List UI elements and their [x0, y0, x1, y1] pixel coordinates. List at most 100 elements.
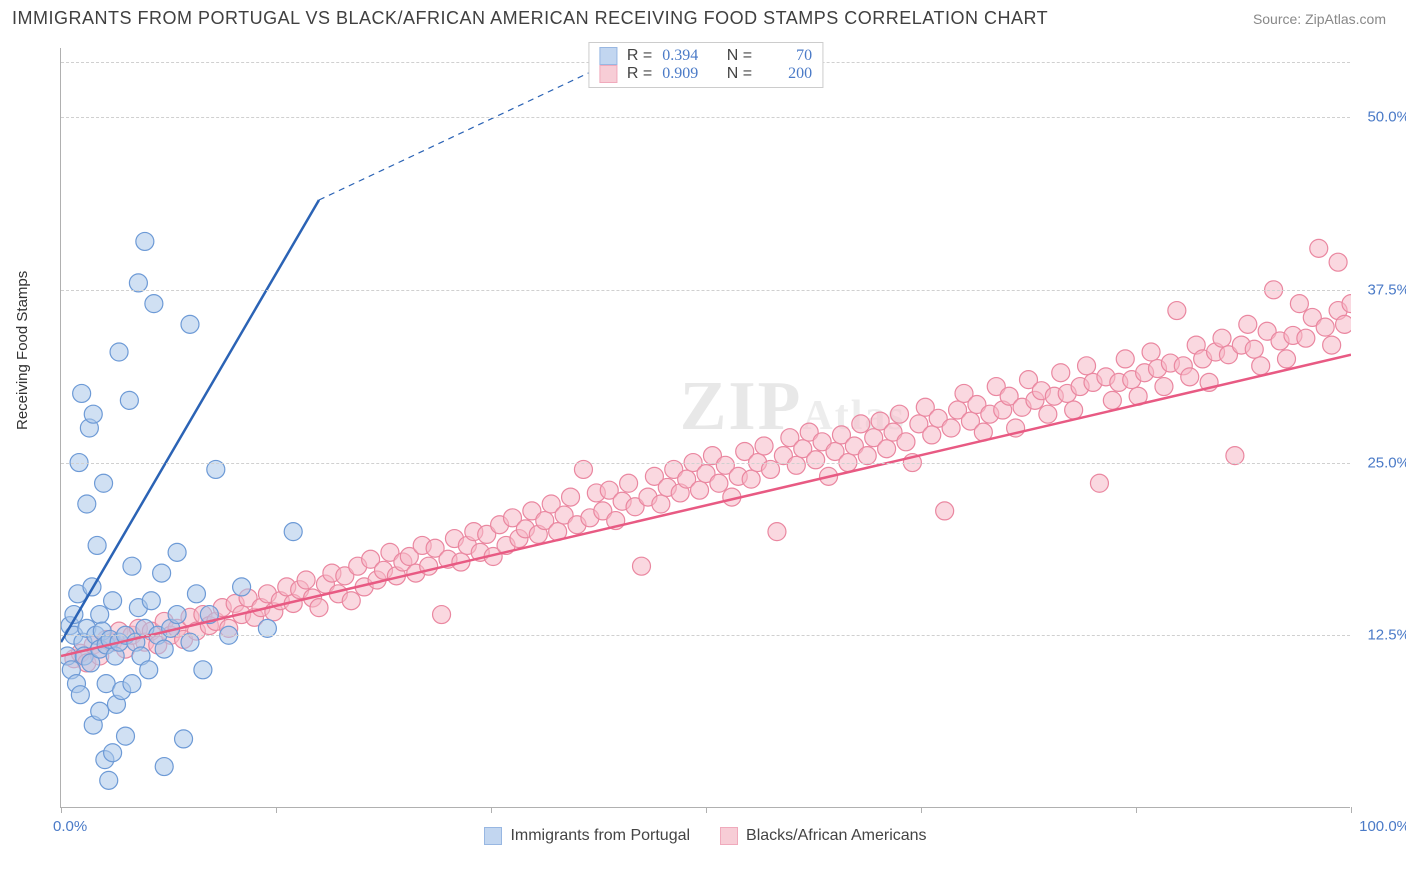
data-point [73, 384, 91, 402]
swatch-icon [720, 827, 738, 845]
data-point [691, 481, 709, 499]
x-tick [921, 807, 922, 813]
data-point [297, 571, 315, 589]
data-point [187, 585, 205, 603]
x-tick [491, 807, 492, 813]
data-point [155, 640, 173, 658]
swatch-icon [484, 827, 502, 845]
data-point [1245, 340, 1263, 358]
data-point [942, 419, 960, 437]
data-point [1278, 350, 1296, 368]
grid-line [61, 635, 1350, 636]
data-point [1142, 343, 1160, 361]
legend-row-portugal: R = 0.394 N = 70 [599, 47, 812, 65]
plot-region: ZIPAtlas R = 0.394 N = 70 R = 0.909 N = … [60, 48, 1350, 808]
data-point [100, 771, 118, 789]
data-point [1310, 239, 1328, 257]
data-point [755, 437, 773, 455]
data-point [936, 502, 954, 520]
y-axis-label: Receiving Food Stamps [14, 271, 31, 430]
data-point [1039, 405, 1057, 423]
data-point [1316, 318, 1334, 336]
legend-label-portugal: Immigrants from Portugal [510, 827, 690, 845]
data-point [78, 495, 96, 513]
data-point [153, 564, 171, 582]
data-point [1155, 378, 1173, 396]
x-tick [706, 807, 707, 813]
data-point [91, 606, 109, 624]
data-point [120, 391, 138, 409]
data-point [891, 405, 909, 423]
x-tick [276, 807, 277, 813]
data-point [145, 295, 163, 313]
data-point [1239, 315, 1257, 333]
data-point [562, 488, 580, 506]
data-point [710, 474, 728, 492]
data-point [1078, 357, 1096, 375]
data-point [175, 730, 193, 748]
data-point [168, 606, 186, 624]
data-point [1329, 253, 1347, 271]
data-point [807, 451, 825, 469]
data-point [168, 543, 186, 561]
data-point [136, 232, 154, 250]
data-point [71, 686, 89, 704]
legend-row-black: R = 0.909 N = 200 [599, 65, 812, 83]
data-point [1336, 315, 1351, 333]
data-point [1090, 474, 1108, 492]
x-axis-max-label: 100.0% [1359, 818, 1406, 835]
chart-area: ZIPAtlas R = 0.394 N = 70 R = 0.909 N = … [60, 48, 1350, 808]
data-point [1297, 329, 1315, 347]
y-tick-label: 12.5% [1355, 627, 1406, 644]
data-point [104, 744, 122, 762]
data-point [1116, 350, 1134, 368]
data-point [923, 426, 941, 444]
correlation-legend: R = 0.394 N = 70 R = 0.909 N = 200 [588, 42, 823, 88]
data-point [310, 599, 328, 617]
grid-line [61, 463, 1350, 464]
grid-line [61, 290, 1350, 291]
n-value-portugal: 70 [762, 47, 812, 65]
legend-label-black: Blacks/African Americans [746, 827, 927, 845]
data-point [123, 675, 141, 693]
data-point [1168, 302, 1186, 320]
data-point [1052, 364, 1070, 382]
data-point [1252, 357, 1270, 375]
data-point [768, 523, 786, 541]
data-point [433, 606, 451, 624]
data-point [91, 702, 109, 720]
swatch-portugal [599, 47, 617, 65]
r-value-black: 0.909 [662, 65, 712, 83]
data-point [787, 456, 805, 474]
data-point [852, 415, 870, 433]
data-point [84, 405, 102, 423]
data-point [1290, 295, 1308, 313]
n-value-black: 200 [762, 65, 812, 83]
data-point [620, 474, 638, 492]
legend-item-black: Blacks/African Americans [720, 827, 927, 845]
data-point [652, 495, 670, 513]
data-point [233, 578, 251, 596]
y-tick-label: 25.0% [1355, 454, 1406, 471]
data-point [123, 557, 141, 575]
data-point [284, 523, 302, 541]
chart-title: IMMIGRANTS FROM PORTUGAL VS BLACK/AFRICA… [12, 8, 1048, 29]
y-tick-label: 50.0% [1355, 109, 1406, 126]
data-point [1103, 391, 1121, 409]
data-point [742, 470, 760, 488]
x-tick [1351, 807, 1352, 813]
data-point [1213, 329, 1231, 347]
scatter-svg [61, 48, 1351, 808]
data-point [104, 592, 122, 610]
data-point [1323, 336, 1341, 354]
swatch-black [599, 65, 617, 83]
data-point [142, 592, 160, 610]
data-point [140, 661, 158, 679]
data-point [95, 474, 113, 492]
legend-item-portugal: Immigrants from Portugal [484, 827, 690, 845]
data-point [633, 557, 651, 575]
data-point [1065, 401, 1083, 419]
data-point [181, 315, 199, 333]
data-point [88, 536, 106, 554]
series-legend: Immigrants from Portugal Blacks/African … [61, 827, 1350, 845]
